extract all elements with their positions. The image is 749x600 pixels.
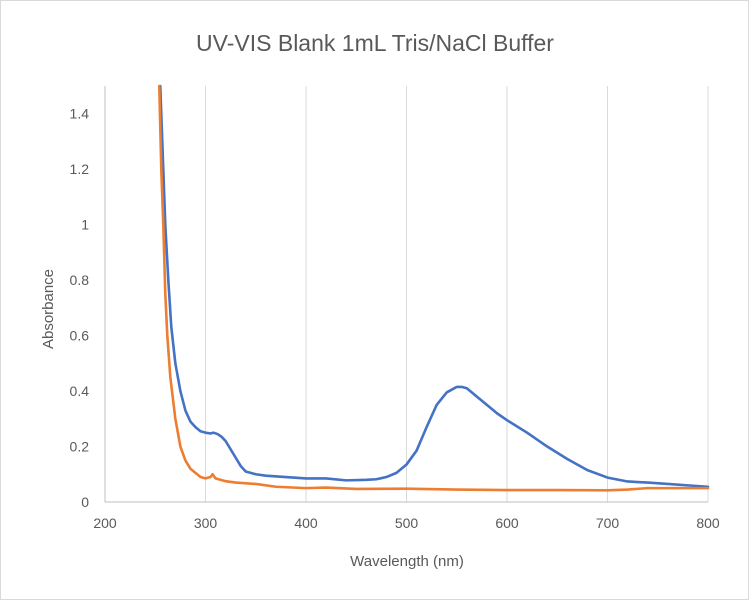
x-tick-label: 600 bbox=[495, 515, 519, 531]
x-tick-label: 400 bbox=[294, 515, 318, 531]
y-tick-label: 1.2 bbox=[70, 161, 90, 177]
x-tick-label: 200 bbox=[93, 515, 117, 531]
y-tick-label: 0.6 bbox=[70, 328, 90, 344]
y-tick-label: 1 bbox=[81, 217, 89, 233]
y-tick-label: 0.4 bbox=[70, 383, 90, 399]
x-tick-label: 300 bbox=[194, 515, 218, 531]
x-tick-label: 700 bbox=[596, 515, 620, 531]
y-tick-label: 0.8 bbox=[70, 272, 90, 288]
tick-layer: 200 300 400 500 600 700 800 0 0.2 0.4 0.6 0.8 1 1.2 1.… bbox=[70, 106, 720, 531]
y-tick-label: 0 bbox=[81, 494, 89, 510]
y-axis-label: Absorbance bbox=[40, 269, 57, 349]
x-tick-label: 800 bbox=[696, 515, 720, 531]
series-line-2 bbox=[157, 84, 710, 492]
axis-layer bbox=[104, 86, 708, 503]
y-tick-label: 1.4 bbox=[70, 106, 90, 122]
series-line-1 bbox=[158, 84, 710, 489]
grid-layer bbox=[205, 86, 709, 502]
x-axis-label: Wavelength (nm) bbox=[350, 553, 464, 570]
chart-title: UV-VIS Blank 1mL Tris/NaCl Buffer bbox=[196, 30, 554, 56]
y-tick-label: 0.2 bbox=[70, 439, 90, 455]
series-layer bbox=[157, 84, 710, 492]
x-tick-label: 500 bbox=[395, 515, 419, 531]
